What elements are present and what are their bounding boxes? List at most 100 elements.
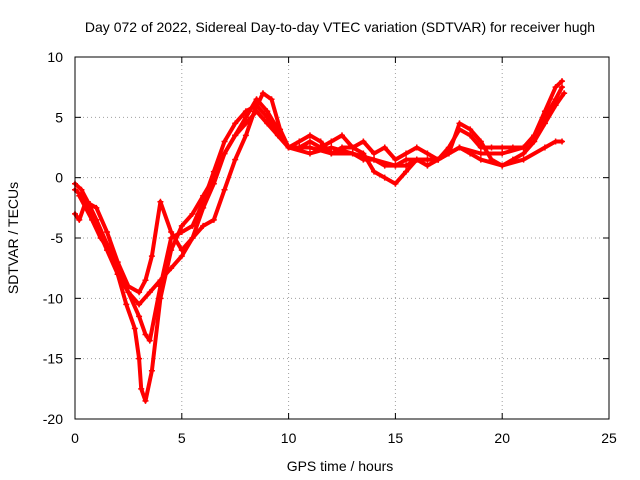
data-point — [559, 84, 566, 91]
data-point — [168, 247, 175, 254]
grid — [75, 57, 609, 419]
data-point — [189, 222, 196, 229]
data-point — [531, 138, 538, 145]
x-tick-label: 0 — [71, 430, 79, 446]
y-tick-label: -15 — [43, 351, 63, 367]
data-point — [189, 210, 196, 217]
data-point — [467, 126, 474, 133]
data-point — [232, 156, 239, 163]
data-point — [106, 247, 113, 254]
data-point — [445, 150, 452, 157]
data-point — [285, 144, 292, 151]
data-point — [306, 138, 313, 145]
data-point — [392, 156, 399, 163]
data-point — [403, 168, 410, 175]
data-point — [349, 144, 356, 151]
data-point — [157, 198, 164, 205]
y-tick-label: 10 — [47, 49, 63, 65]
data-point — [259, 90, 266, 97]
data-point — [210, 216, 217, 223]
data-point — [277, 126, 284, 133]
y-tick-label: -5 — [51, 230, 64, 246]
data-series — [72, 78, 568, 404]
data-point — [146, 289, 153, 296]
data-point — [424, 162, 431, 169]
data-point — [136, 301, 143, 308]
data-point — [242, 114, 249, 121]
axis-ticks: 0 5 10 15 20 25 -20 -15 -10 -5 0 5 10 — [43, 49, 617, 446]
data-point — [142, 397, 149, 404]
data-point — [392, 162, 399, 169]
data-point — [232, 120, 239, 127]
x-tick-label: 20 — [494, 430, 510, 446]
data-point — [499, 162, 506, 169]
data-point — [221, 186, 228, 193]
data-point — [178, 253, 185, 260]
y-tick-label: 5 — [55, 109, 63, 125]
data-point — [413, 144, 420, 151]
data-point — [371, 168, 378, 175]
y-tick-label: -10 — [43, 290, 63, 306]
data-point — [264, 108, 271, 115]
data-point — [157, 295, 164, 302]
data-point — [467, 150, 474, 157]
data-point — [509, 144, 516, 151]
data-point — [349, 150, 356, 157]
data-point — [125, 289, 132, 296]
data-point — [403, 156, 410, 163]
y-tick-label: -20 — [43, 411, 63, 427]
data-point — [232, 132, 239, 139]
data-point — [456, 120, 463, 127]
data-point — [424, 150, 431, 157]
data-point — [306, 132, 313, 139]
data-point — [561, 90, 568, 97]
data-point — [148, 253, 155, 260]
data-point — [306, 144, 313, 151]
data-point — [221, 150, 228, 157]
data-point — [339, 144, 345, 151]
data-point — [403, 150, 410, 157]
data-point — [97, 235, 104, 241]
x-tick-label: 5 — [178, 430, 186, 446]
x-tick-label: 15 — [388, 430, 404, 446]
data-point — [189, 235, 196, 241]
data-point — [499, 150, 506, 157]
data-point — [552, 84, 559, 91]
data-point — [142, 277, 149, 284]
data-point — [328, 150, 335, 157]
data-point — [435, 156, 442, 163]
data-point — [114, 259, 121, 266]
data-point — [456, 144, 463, 151]
data-point — [296, 138, 303, 145]
data-point — [541, 120, 548, 127]
data-point — [306, 150, 313, 157]
data-point — [552, 102, 559, 109]
data-point — [148, 367, 155, 374]
data-point — [541, 144, 548, 151]
data-point — [89, 216, 96, 223]
data-point — [371, 150, 378, 157]
data-point — [403, 162, 410, 169]
data-point — [360, 138, 367, 145]
data-point — [114, 271, 121, 278]
data-point — [146, 337, 153, 344]
data-point — [136, 289, 143, 296]
data-point — [178, 247, 185, 254]
data-point — [488, 144, 495, 151]
data-point — [413, 156, 420, 163]
data-point — [136, 355, 143, 362]
data-point — [477, 138, 484, 145]
data-point — [76, 192, 83, 199]
data-point — [509, 156, 516, 163]
data-point — [381, 144, 388, 151]
data-point — [328, 138, 335, 145]
data-point — [559, 78, 566, 85]
data-point — [136, 313, 143, 320]
data-point — [328, 144, 335, 151]
data-point — [268, 96, 275, 103]
data-point — [138, 385, 145, 392]
data-point — [520, 156, 527, 163]
data-point — [467, 132, 474, 139]
data-point — [424, 156, 431, 163]
data-point — [477, 150, 484, 157]
